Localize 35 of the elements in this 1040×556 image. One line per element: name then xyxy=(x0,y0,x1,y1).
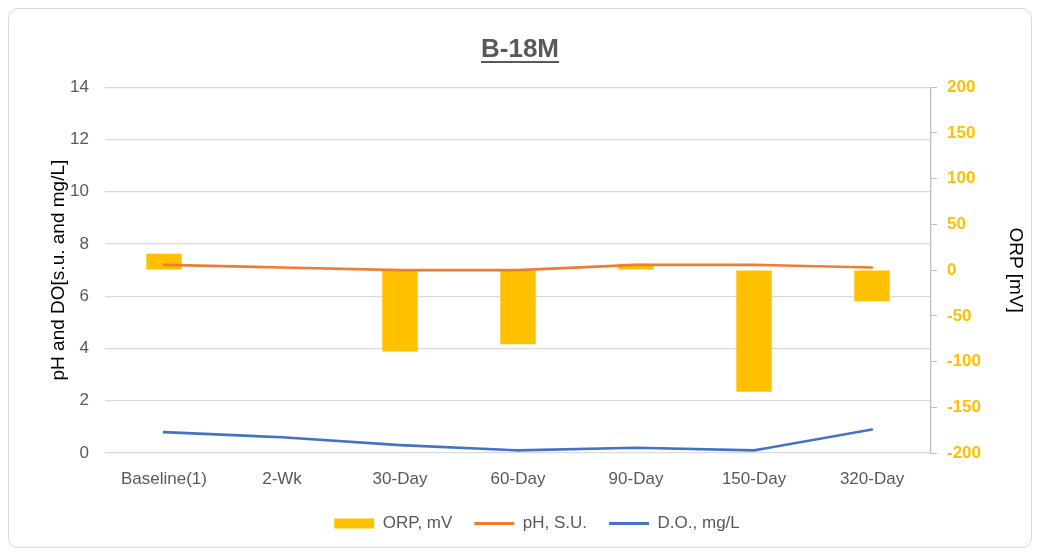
x-tick-label: 30-Day xyxy=(372,468,428,488)
legend-label: D.O., mg/L xyxy=(657,513,740,533)
x-tick-label: 60-Day xyxy=(490,468,546,488)
y-tick-label: 12 xyxy=(70,129,89,149)
y2-tick-label: 150 xyxy=(947,122,976,142)
bar xyxy=(736,270,772,392)
x-tick-label: 320-Day xyxy=(839,468,905,488)
y2-tick-label: -200 xyxy=(947,442,982,462)
chart-title: B-18M xyxy=(480,33,559,63)
y-tick-label: 8 xyxy=(79,233,89,253)
y-tick-label: 4 xyxy=(79,338,89,358)
legend-label: pH, S.U. xyxy=(522,513,588,533)
y2-tick-label: 100 xyxy=(947,168,976,188)
y-tick-label: 14 xyxy=(70,76,89,96)
x-tick-label: Baseline(1) xyxy=(121,468,207,488)
y-tick-label: 10 xyxy=(70,181,89,201)
y2-tick-label: -100 xyxy=(947,351,982,371)
y2-tick-label: -150 xyxy=(947,396,982,416)
x-tick-label: 2-Wk xyxy=(262,468,303,488)
x-tick-label: 150-Day xyxy=(721,468,787,488)
y2-tick-label: -50 xyxy=(947,305,972,325)
bar xyxy=(500,270,536,345)
bar xyxy=(854,270,890,302)
y2-tick-label: 50 xyxy=(947,214,966,234)
y2-axis-title: ORP [mV] xyxy=(1006,227,1028,313)
legend-label: ORP, mV xyxy=(382,513,453,533)
y-axis-title: pH and DO[s.u. and mg/L] xyxy=(46,159,68,381)
y2-tick-label: 200 xyxy=(947,76,976,96)
bar xyxy=(382,270,418,352)
y-tick-label: 2 xyxy=(79,390,89,410)
x-tick-label: 90-Day xyxy=(608,468,664,488)
bar xyxy=(146,253,182,270)
y-tick-label: 0 xyxy=(79,442,89,462)
y2-tick-label: 0 xyxy=(947,259,957,279)
y-tick-label: 6 xyxy=(79,285,89,305)
